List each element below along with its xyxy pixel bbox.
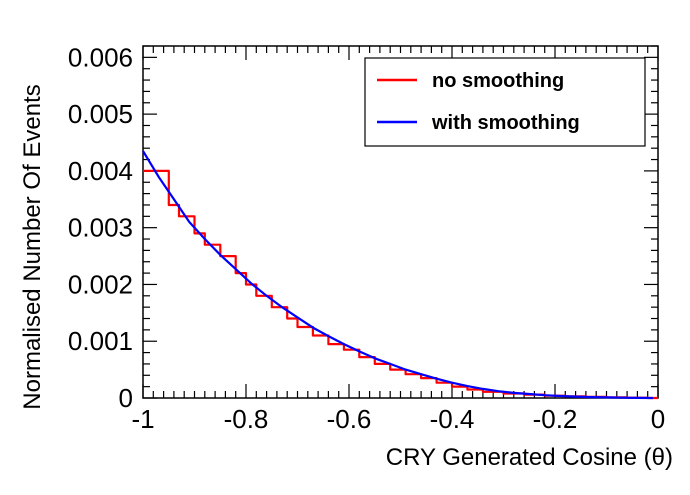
series-line-no-smoothing [143, 169, 658, 400]
series-line-with-smoothing [142, 150, 653, 400]
legend-label: no smoothing [432, 70, 564, 92]
x-tick-label: 0 [651, 404, 665, 434]
legend-box [364, 57, 646, 147]
x-tick-label: -1 [131, 404, 154, 434]
y-axis-title: Normalised Number Of Events [19, 84, 46, 409]
y-tick-label: 0 [119, 383, 133, 413]
y-tick-label: 0.006 [68, 42, 133, 72]
y-tick-label: 0.005 [68, 99, 133, 129]
x-tick-label: -0.2 [533, 404, 578, 434]
y-tick-label: 0.001 [68, 326, 133, 356]
x-tick-label: -0.4 [430, 404, 475, 434]
y-tick-label: 0.002 [68, 269, 133, 299]
legend-label: with smoothing [431, 112, 580, 134]
x-tick-label: -0.6 [327, 404, 372, 434]
y-tick-label: 0.003 [68, 213, 133, 243]
y-tick-label: 0.004 [68, 156, 133, 186]
x-tick-label: -0.8 [224, 404, 269, 434]
x-axis-title: CRY Generated Cosine (θ) [386, 444, 673, 471]
